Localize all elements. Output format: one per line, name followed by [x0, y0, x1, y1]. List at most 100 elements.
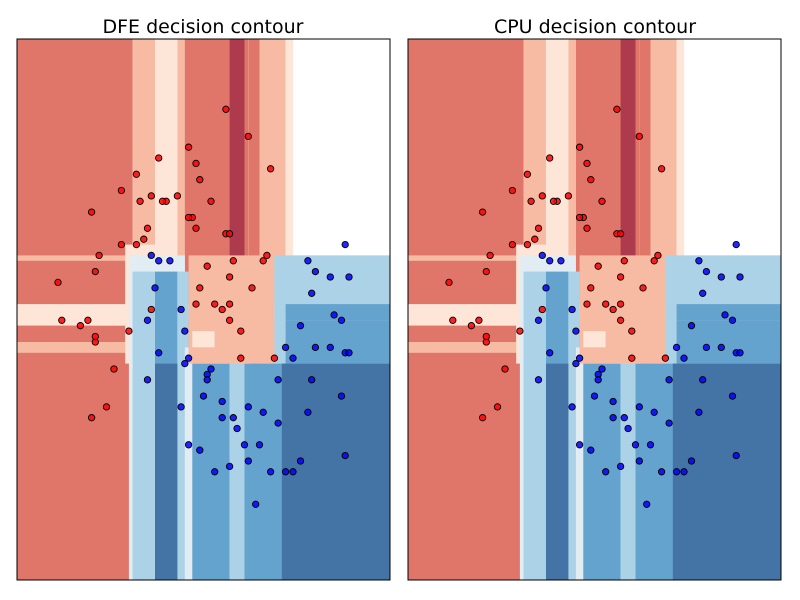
cpu-blue-point [546, 257, 554, 265]
dfe-red-point [147, 305, 155, 314]
cpu-blue-point [657, 468, 666, 476]
cpu-blue-point [680, 468, 688, 476]
dfe-contour-region [192, 363, 230, 580]
dfe-blue-point [155, 349, 163, 357]
dfe-red-point [192, 224, 200, 232]
cpu-blue-point [538, 251, 546, 260]
cpu-red-point [661, 354, 670, 362]
cpu-blue-point [717, 343, 725, 352]
dfe-red-point [244, 132, 252, 141]
cpu-blue-point [542, 284, 550, 292]
cpu-blue-point [721, 311, 729, 319]
dfe-red-point [248, 284, 256, 292]
cpu-contour-region [408, 325, 483, 342]
dfe-contour-region [285, 304, 390, 321]
dfe-blue-point [252, 500, 260, 508]
dfe-red-point [225, 300, 234, 308]
cpu-blue-point [732, 451, 740, 460]
dfe-blue-point [196, 446, 204, 454]
dfe-red-point [237, 327, 245, 335]
dfe-blue-point [304, 408, 312, 416]
dfe-red-point [158, 197, 167, 205]
cpu-red-point [445, 278, 453, 287]
cpu-contour-region [620, 363, 636, 580]
dfe-blue-point [281, 468, 290, 476]
dfe-blue-point [218, 397, 226, 406]
dfe-red-point [218, 305, 226, 314]
dfe-red-point [147, 192, 155, 200]
cpu-blue-point [702, 267, 711, 276]
dfe-blue-point [211, 468, 219, 476]
cpu-blue-point [695, 257, 703, 265]
cpu-red-point [482, 332, 490, 341]
cpu-red-point [538, 305, 546, 314]
cpu-chart-title: CPU decision contour [494, 16, 696, 38]
cpu-blue-point [699, 376, 707, 384]
dfe-red-point [184, 143, 193, 151]
cpu-red-point [628, 354, 636, 362]
dfe-blue-point [181, 327, 189, 335]
cpu-axes-frame [407, 38, 782, 581]
cpu-blue-point [624, 424, 632, 433]
cpu-blue-point [687, 322, 696, 330]
dfe-contour-region [192, 331, 215, 348]
cpu-red-point [602, 300, 610, 308]
dfe-blue-point [218, 414, 226, 422]
cpu-blue-point [732, 240, 740, 249]
cpu-blue-point [646, 441, 655, 449]
cpu-red-point [527, 197, 535, 205]
cpu-blue-point [643, 500, 651, 508]
dfe-blue-point [255, 441, 264, 449]
cpu-contour-panel: CPU decision contour [407, 16, 782, 581]
dfe-blue-point [341, 451, 349, 460]
dfe-red-point [110, 365, 118, 373]
cpu-red-point [478, 208, 487, 216]
dfe-blue-point [289, 354, 297, 362]
dfe-red-point [132, 170, 141, 178]
cpu-red-point [639, 284, 647, 292]
cpu-red-point [575, 213, 584, 222]
cpu-blue-point [699, 289, 707, 297]
dfe-red-point [132, 240, 141, 249]
dfe-red-point [192, 159, 200, 168]
cpu-contour-region [568, 271, 580, 580]
cpu-red-point [616, 230, 625, 238]
cpu-contour-region [583, 331, 606, 348]
cpu-contour-region [523, 271, 546, 580]
cpu-red-point [467, 322, 476, 330]
cpu-red-point [482, 267, 490, 276]
cpu-contour-region [583, 363, 621, 580]
cpu-plot-area [408, 39, 781, 580]
cpu-red-point [531, 235, 539, 243]
cpu-blue-point [635, 457, 643, 465]
cpu-red-point [523, 170, 532, 178]
cpu-blue-point [557, 257, 565, 265]
dfe-blue-point [326, 343, 334, 352]
cpu-blue-point [695, 408, 703, 416]
dfe-chart-title: DFE decision contour [102, 16, 303, 38]
dfe-blue-point [244, 403, 252, 411]
cpu-red-point [538, 192, 546, 200]
dfe-contour-region [214, 331, 252, 364]
cpu-red-point [635, 132, 643, 141]
cpu-red-point [583, 159, 591, 168]
dfe-blue-point [203, 376, 211, 384]
dfe-contour-region [229, 363, 245, 580]
dfe-red-point [222, 105, 230, 113]
cpu-blue-point [717, 273, 725, 281]
dfe-red-point [155, 154, 163, 162]
dfe-red-point [76, 322, 85, 330]
cpu-red-point [583, 300, 591, 308]
cpu-blue-point [575, 441, 584, 449]
dfe-red-point [91, 267, 99, 276]
cpu-red-point [616, 273, 625, 281]
dfe-red-point [136, 197, 144, 205]
dfe-blue-point [308, 289, 316, 297]
dfe-plot-area [17, 39, 390, 580]
dfe-red-point [140, 235, 148, 243]
cpu-red-point [486, 251, 494, 260]
cpu-red-point [546, 154, 554, 162]
cpu-red-point [449, 316, 457, 324]
dfe-blue-point [181, 359, 189, 368]
cpu-red-point [587, 284, 595, 292]
